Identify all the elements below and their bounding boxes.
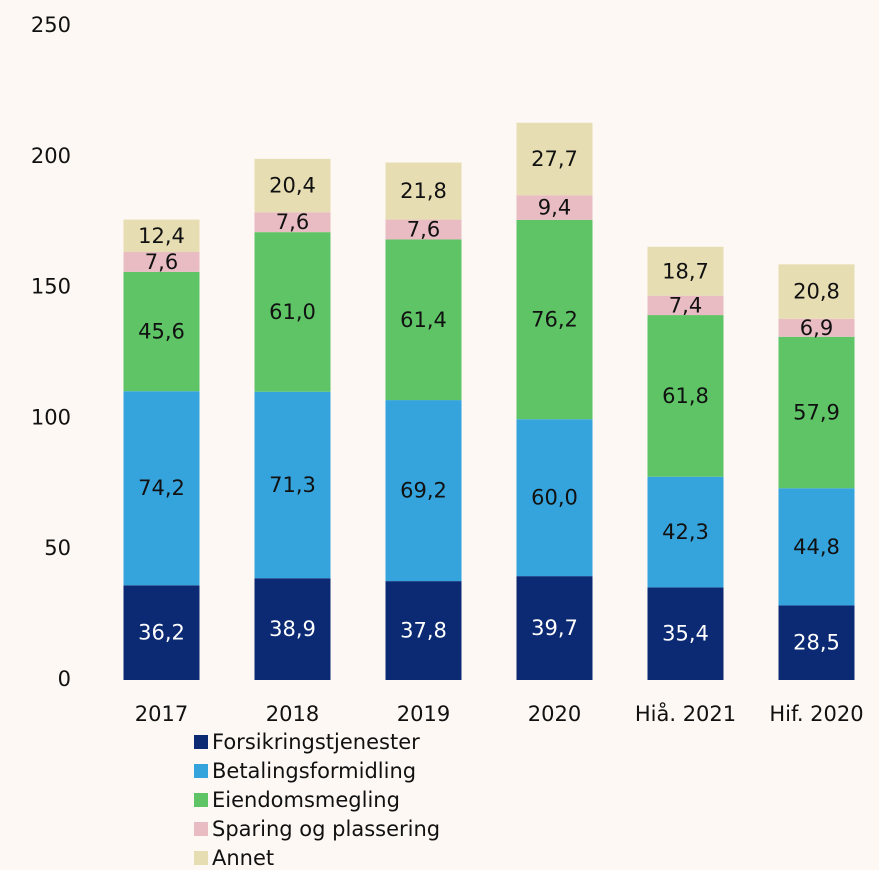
legend-label: Annet — [212, 846, 274, 870]
legend-swatch — [194, 764, 208, 778]
y-tick-label: 200 — [31, 144, 71, 168]
data-label: 35,4 — [662, 622, 709, 646]
data-label: 28,5 — [793, 631, 840, 655]
data-label: 39,7 — [531, 616, 578, 640]
bar-segment — [123, 219, 200, 253]
data-label: 7,6 — [407, 218, 440, 242]
data-label: 36,2 — [138, 621, 185, 645]
data-label: 61,0 — [269, 300, 316, 324]
legend-swatch — [194, 822, 208, 836]
legend-label: Sparing og plassering — [212, 817, 440, 841]
data-label: 45,6 — [138, 320, 185, 344]
bar-segment — [516, 219, 593, 420]
bar-segment — [254, 232, 331, 392]
bar-segment — [123, 271, 200, 392]
data-label: 9,4 — [538, 196, 571, 220]
bar-segment — [778, 264, 855, 319]
data-label: 20,8 — [793, 280, 840, 304]
x-tick-label: Hiå. 2021 — [635, 701, 736, 726]
data-label: 76,2 — [531, 308, 578, 332]
bar-segment — [516, 195, 593, 220]
data-label: 69,2 — [400, 479, 447, 503]
bar-segment — [385, 162, 462, 220]
bar-segment — [778, 488, 855, 606]
bar-segment — [647, 246, 724, 296]
bar-segment — [778, 605, 855, 680]
legend-label: Eiendomsmegling — [212, 788, 400, 812]
x-tick-label: 2018 — [266, 702, 319, 726]
data-label: 7,6 — [276, 210, 309, 234]
data-label: 7,4 — [669, 293, 702, 317]
bar-segment — [647, 295, 724, 316]
data-label: 61,4 — [400, 308, 447, 332]
data-label: 6,9 — [800, 316, 833, 340]
bar-segment — [254, 212, 331, 233]
bar-segment — [516, 576, 593, 680]
legend-swatch — [194, 851, 208, 865]
bar-segment — [123, 391, 200, 586]
bar-segment — [385, 581, 462, 680]
bar-segment — [254, 578, 331, 680]
bar-segment — [647, 476, 724, 588]
legend-swatch — [194, 735, 208, 749]
data-label: 18,7 — [662, 259, 709, 283]
data-label: 74,2 — [138, 476, 185, 500]
bar-segment — [254, 158, 331, 213]
y-tick-label: 250 — [31, 13, 71, 37]
bar-segment — [385, 400, 462, 582]
data-label: 20,4 — [269, 174, 316, 198]
bar-segment — [647, 315, 724, 477]
data-label: 38,9 — [269, 617, 316, 641]
data-label: 44,8 — [793, 535, 840, 559]
x-tick-label: 2017 — [135, 702, 188, 726]
x-tick-label: 2020 — [528, 702, 581, 726]
data-label: 21,8 — [400, 179, 447, 203]
y-tick-label: 100 — [31, 405, 71, 429]
legend-label: Betalingsformidling — [212, 759, 416, 783]
bar-segment — [516, 122, 593, 196]
bar-segment — [254, 391, 331, 579]
data-label: 37,8 — [400, 619, 447, 643]
legend-swatch — [194, 793, 208, 807]
bar-segment — [385, 219, 462, 240]
data-label: 42,3 — [662, 520, 709, 544]
data-label: 71,3 — [269, 473, 316, 497]
bar-segment — [778, 336, 855, 489]
bar-segment — [647, 587, 724, 680]
bar-segment — [123, 252, 200, 272]
y-tick-label: 150 — [31, 275, 71, 299]
data-label: 60,0 — [531, 486, 578, 510]
y-tick-label: 0 — [58, 667, 71, 691]
bar-segment — [385, 239, 462, 401]
legend-label: Forsikringstjenester — [212, 730, 420, 754]
data-label: 27,7 — [531, 147, 578, 171]
data-label: 7,6 — [145, 250, 178, 274]
bar-segment — [516, 419, 593, 577]
data-label: 61,8 — [662, 384, 709, 408]
y-tick-label: 50 — [44, 536, 71, 560]
x-tick-label: Hif. 2020 — [769, 702, 863, 726]
data-label: 12,4 — [138, 224, 185, 248]
x-tick-label: 2019 — [397, 702, 450, 726]
data-label: 57,9 — [793, 401, 840, 425]
bar-segment — [778, 318, 855, 337]
bar-segment — [123, 585, 200, 680]
